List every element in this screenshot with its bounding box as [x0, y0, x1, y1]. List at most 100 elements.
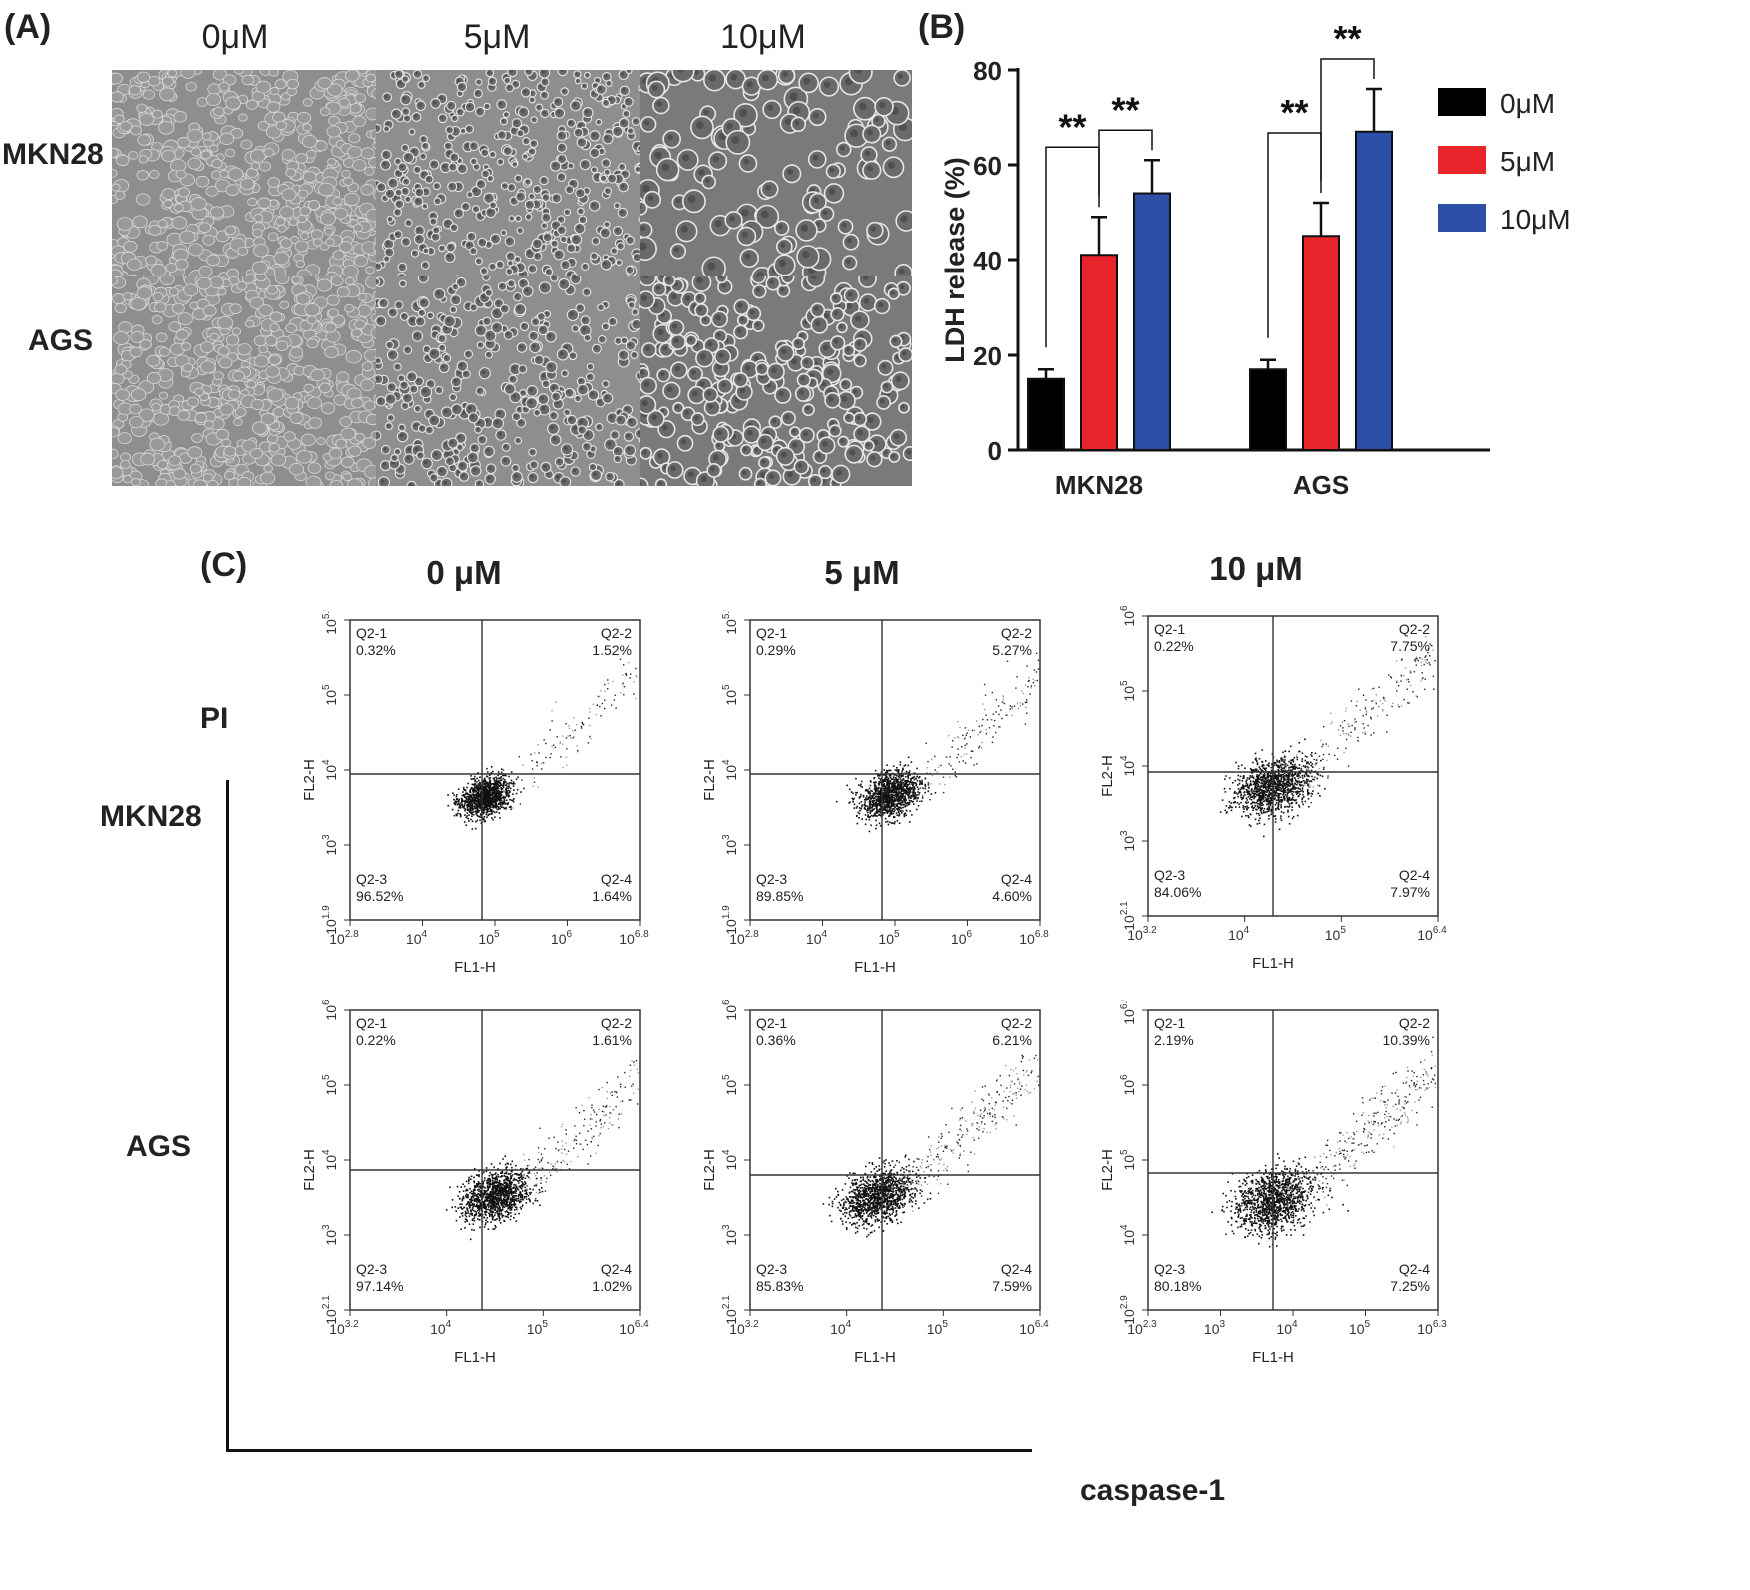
- x-tick-label: 105: [1349, 1319, 1371, 1337]
- quadrant-value-q2-2: 7.75%: [1390, 638, 1430, 654]
- micrograph-ags-0uM: [112, 276, 384, 486]
- quadrant-value-q2-2: 1.52%: [592, 642, 632, 658]
- y-tick-label: 105: [321, 1074, 339, 1096]
- micro-col-5uM: 5μM: [463, 18, 531, 56]
- micro-col-0uM: 0μM: [201, 18, 269, 56]
- quadrant-name-q2-4: Q2-4: [601, 871, 632, 887]
- legend-swatch-0: [1438, 88, 1486, 116]
- y-tick-label: 106.9: [1119, 1000, 1137, 1025]
- y-tick-label: 103: [321, 834, 339, 856]
- legend-label-0: 0μM: [1500, 88, 1555, 119]
- quadrant-value-q2-1: 2.19%: [1154, 1032, 1194, 1048]
- event-cloud: [822, 1054, 1040, 1238]
- x-axis-title: FL1-H: [854, 959, 896, 976]
- bar-mkn28-2: [1133, 192, 1171, 451]
- facs-row-mkn28: MKN28: [100, 800, 202, 833]
- x-tick-label: 106.4: [1417, 925, 1447, 943]
- y-tick-label: 106: [1119, 606, 1137, 627]
- quadrant-name-q2-2: Q2-2: [1399, 621, 1430, 637]
- x-tick-label: 103.2: [1127, 925, 1157, 943]
- x-tick-label: 103: [1204, 1319, 1226, 1337]
- y-tick-label: 102.1: [321, 1295, 339, 1325]
- y-tick-label: 104: [321, 1149, 339, 1171]
- quadrant-value-q2-1: 0.29%: [756, 642, 796, 658]
- quadrant-value-q2-3: 89.85%: [756, 888, 803, 904]
- y-tick-label: 105: [721, 1074, 739, 1096]
- bar-mkn28-1: [1080, 254, 1118, 451]
- x-tick-label: 102.8: [329, 929, 359, 947]
- micro-col-10uM: 10μM: [720, 18, 806, 56]
- x-tick-label: 104: [430, 1319, 452, 1337]
- x-tick-label: 105: [478, 929, 500, 947]
- quadrant-name-q2-1: Q2-1: [356, 1015, 387, 1031]
- y-tick-label: 101.9: [321, 905, 339, 935]
- sig-label-3: **: [1333, 18, 1361, 59]
- quadrant-value-q2-4: 7.59%: [992, 1278, 1032, 1294]
- quadrant-name-q2-2: Q2-2: [1399, 1015, 1430, 1031]
- plot-frame: [349, 1009, 641, 1311]
- micrograph-ags-5uM: [376, 276, 648, 486]
- event-cloud: [1211, 1036, 1437, 1248]
- facs-plot-mkn28-5uM: Q2-10.29% Q2-25.27% Q2-389.85% Q2-44.60% 102…: [701, 610, 1049, 976]
- y-tick-label: 104: [1119, 1224, 1137, 1246]
- quadrant-value-q2-3: 96.52%: [356, 888, 403, 904]
- y-axis-title: FL2-H: [1099, 1149, 1116, 1191]
- quadrant-name-q2-4: Q2-4: [1001, 871, 1032, 887]
- quadrant-name-q2-3: Q2-3: [356, 1261, 387, 1277]
- quadrant-value-q2-2: 5.27%: [992, 642, 1032, 658]
- quadrant-name-q2-4: Q2-4: [1001, 1261, 1032, 1277]
- bar-mkn28-0: [1027, 377, 1065, 451]
- x-axis-title: FL1-H: [854, 1349, 896, 1366]
- quadrant-name-q2-2: Q2-2: [601, 625, 632, 641]
- ldh-bar-chart: 0 20 40 60 80 LDH release (%) MKN28 AGS ** ** ** **…: [940, 18, 1571, 500]
- quadrant-name-q2-2: Q2-2: [1001, 1015, 1032, 1031]
- quadrant-name-q2-3: Q2-3: [1154, 867, 1185, 883]
- panel-b-label: (B): [918, 8, 966, 46]
- y-tick-label: 103: [721, 1224, 739, 1246]
- x-tick-label-ags: AGS: [1293, 470, 1349, 500]
- y-tick-label-20: 20: [973, 341, 1002, 371]
- pi-axis-label: PI: [200, 702, 229, 735]
- quadrant-name-q2-1: Q2-1: [756, 625, 787, 641]
- sig-label-2: **: [1280, 92, 1308, 133]
- x-tick-label: 106.8: [619, 929, 649, 947]
- quadrant-value-q2-2: 10.39%: [1383, 1032, 1430, 1048]
- sig-bracket-3: [1320, 58, 1375, 181]
- quadrant-value-q2-1: 0.22%: [356, 1032, 396, 1048]
- facs-plot-ags-10uM: Q2-12.19% Q2-210.39% Q2-380.18% Q2-47.25% 10…: [1099, 1000, 1447, 1366]
- x-axis-title: FL1-H: [1252, 1349, 1294, 1366]
- quadrant-name-q2-2: Q2-2: [601, 1015, 632, 1031]
- y-axis-title: FL2-H: [301, 759, 318, 801]
- y-tick-label-40: 40: [973, 246, 1002, 276]
- quadrant-name-q2-1: Q2-1: [756, 1015, 787, 1031]
- plot-frame: [1147, 1009, 1439, 1311]
- sig-bracket-1: [1098, 129, 1153, 196]
- pi-axis-line: [226, 780, 229, 1452]
- y-tick-label: 106: [1119, 1074, 1137, 1096]
- y-tick-label: 105.9: [321, 610, 339, 635]
- micrograph-mkn28-10uM: [640, 70, 912, 280]
- y-tick-label: 104: [321, 759, 339, 781]
- quadrant-value-q2-3: 97.14%: [356, 1278, 403, 1294]
- x-tick-label: 105: [1325, 925, 1347, 943]
- event-cloud: [445, 1059, 640, 1241]
- x-tick-label: 106.3: [1417, 1319, 1447, 1337]
- x-tick-label: 105: [527, 1319, 549, 1337]
- x-tick-label: 103.2: [729, 1319, 759, 1337]
- y-tick-label: 104: [1119, 755, 1137, 777]
- facs-plot-ags-5uM: Q2-10.36% Q2-26.21% Q2-385.83% Q2-47.59% 103…: [701, 1000, 1049, 1366]
- x-tick-label: 106.8: [1019, 929, 1049, 947]
- y-tick-label: 105.9: [721, 610, 739, 635]
- facs-cond-10uM: 10 μM: [1209, 550, 1303, 587]
- y-tick-label: 105: [1119, 680, 1137, 702]
- micrograph-mkn28-5uM: [376, 70, 648, 280]
- micro-row-ags: AGS: [28, 324, 94, 357]
- quadrant-value-q2-4: 7.97%: [1390, 884, 1430, 900]
- quadrant-name-q2-3: Q2-3: [756, 1261, 787, 1277]
- quadrant-value-q2-1: 0.32%: [356, 642, 396, 658]
- quadrant-value-q2-1: 0.36%: [756, 1032, 796, 1048]
- x-tick-label: 104: [806, 929, 828, 947]
- quadrant-value-q2-1: 0.22%: [1154, 638, 1194, 654]
- x-axis-title: FL1-H: [454, 959, 496, 976]
- y-axis-title: FL2-H: [701, 1149, 718, 1191]
